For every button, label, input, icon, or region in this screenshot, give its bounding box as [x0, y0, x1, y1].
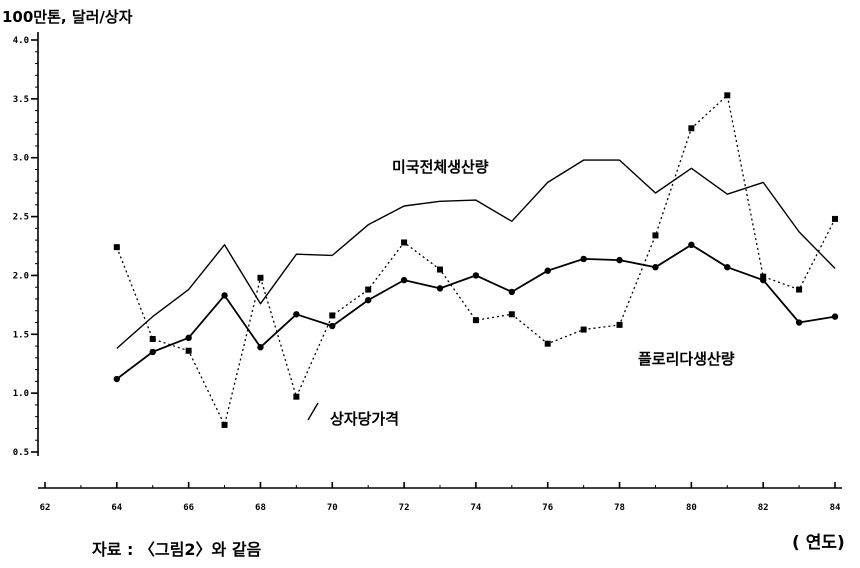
x-tick-label: 72: [399, 503, 410, 513]
x-axis-unit-label: ( 연도): [792, 533, 845, 553]
chart-series: [113, 92, 839, 428]
data-point-marker: [832, 215, 838, 222]
data-point-marker: [616, 321, 623, 328]
x-tick-label: 84: [830, 503, 841, 513]
y-tick-label: 1.0: [13, 389, 29, 399]
data-point-marker: [544, 340, 551, 347]
data-point-marker: [437, 266, 443, 273]
data-point-marker: [221, 421, 228, 428]
source-note: 자료 : 〈그림2〉와 같음: [92, 540, 262, 559]
data-point-marker: [508, 288, 516, 296]
data-point-marker: [257, 344, 264, 351]
x-tick-label: 68: [255, 503, 266, 513]
data-point-marker: [508, 311, 515, 318]
data-point-marker: [221, 292, 228, 299]
series-label: 상자당가격: [330, 410, 399, 428]
series-label: 플로리다생산량: [638, 350, 735, 368]
data-point-marker: [365, 286, 372, 293]
data-point-marker: [113, 244, 120, 251]
data-point-marker: [401, 239, 408, 246]
y-tick-label: 2.0: [13, 271, 29, 281]
data-point-marker: [185, 334, 192, 342]
data-point-marker: [185, 347, 192, 354]
data-point-marker: [113, 375, 121, 383]
data-point-marker: [257, 274, 264, 281]
y-tick-label: 3.5: [13, 95, 29, 105]
data-point-marker: [688, 125, 695, 132]
x-tick-label: 80: [686, 503, 697, 513]
data-point-marker: [580, 326, 587, 333]
chart-axes: 0.5 1.0 1.5 2.0 2.5 3.0 3.5 4.0 62 64 66 68 70 72 74 76…: [13, 32, 842, 513]
x-tick-label: 62: [40, 503, 51, 513]
series-label-leader: [307, 402, 319, 421]
y-tick-label: 1.5: [13, 330, 29, 340]
data-point-marker: [364, 296, 372, 304]
x-tick-label: 74: [470, 503, 481, 513]
x-tick-label: 70: [327, 503, 338, 513]
y-tick-label: 2.5: [13, 213, 29, 223]
x-tick-label: 76: [542, 503, 553, 513]
data-point-marker: [544, 267, 551, 274]
data-point-marker: [329, 312, 336, 319]
data-point-marker: [724, 263, 731, 271]
series-label: 미국전체생산량: [392, 158, 489, 176]
y-axis-title: 100만톤, 달러/상자: [2, 8, 133, 26]
data-point-marker: [293, 311, 300, 318]
data-point-marker: [472, 272, 480, 279]
x-tick-label: 64: [111, 503, 122, 513]
y-tick-label: 0.5: [13, 448, 29, 458]
data-point-marker: [472, 317, 479, 324]
x-tick-label: 66: [183, 503, 194, 513]
x-tick-label: 82: [758, 503, 769, 513]
data-point-marker: [400, 276, 408, 284]
data-point-marker: [831, 313, 839, 320]
data-point-marker: [293, 393, 300, 400]
y-tick-label: 3.0: [13, 154, 29, 164]
data-point-marker: [688, 241, 695, 249]
data-point-marker: [329, 322, 336, 330]
data-point-marker: [724, 92, 731, 99]
y-tick-label: 4.0: [13, 36, 29, 46]
series-line: [116, 159, 836, 349]
data-point-marker: [149, 348, 156, 356]
data-point-marker: [652, 263, 659, 271]
data-point-marker: [652, 232, 659, 239]
data-point-marker: [149, 335, 156, 342]
data-point-marker: [436, 285, 444, 292]
data-point-marker: [616, 256, 623, 264]
data-point-marker: [760, 273, 767, 280]
data-point-marker: [796, 286, 803, 293]
x-tick-label: 78: [614, 503, 625, 513]
series-line: [116, 94, 836, 426]
data-point-marker: [795, 319, 803, 326]
data-point-marker: [580, 255, 587, 263]
